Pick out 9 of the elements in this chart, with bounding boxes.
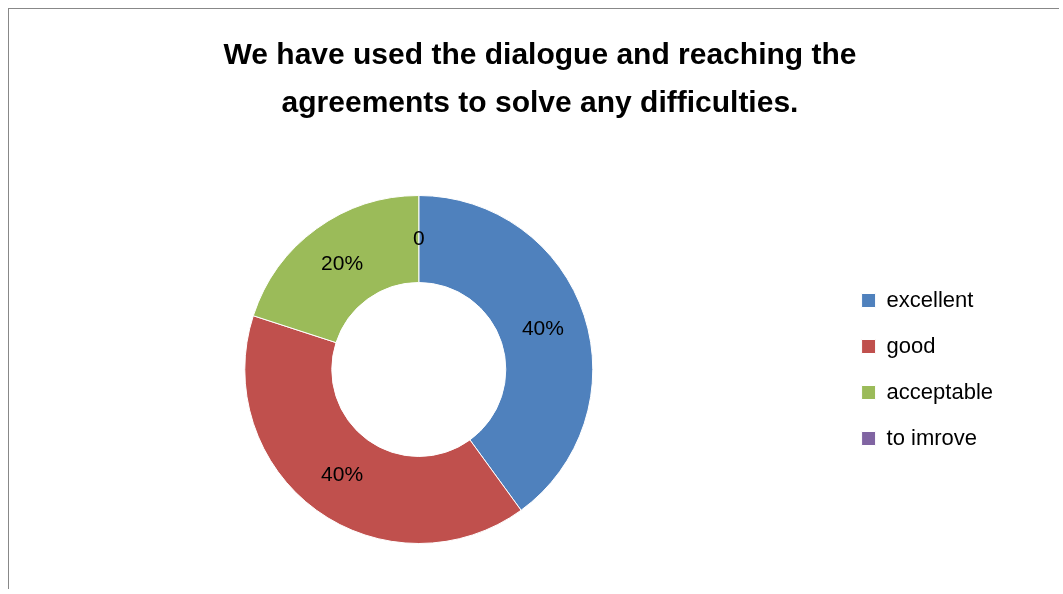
legend-label: good: [886, 332, 936, 358]
legend-label: to imrove: [886, 424, 978, 450]
legend-label: acceptable: [886, 378, 994, 404]
text: 0: [412, 225, 425, 249]
data-label: 40%: [321, 461, 364, 485]
data-label: 40%: [521, 315, 564, 339]
legend-label: excellent: [886, 286, 974, 312]
data-label: 20%: [321, 250, 364, 274]
chart-title: We have used the dialogue and reaching the agreements to solve any difficulties.: [222, 36, 858, 120]
